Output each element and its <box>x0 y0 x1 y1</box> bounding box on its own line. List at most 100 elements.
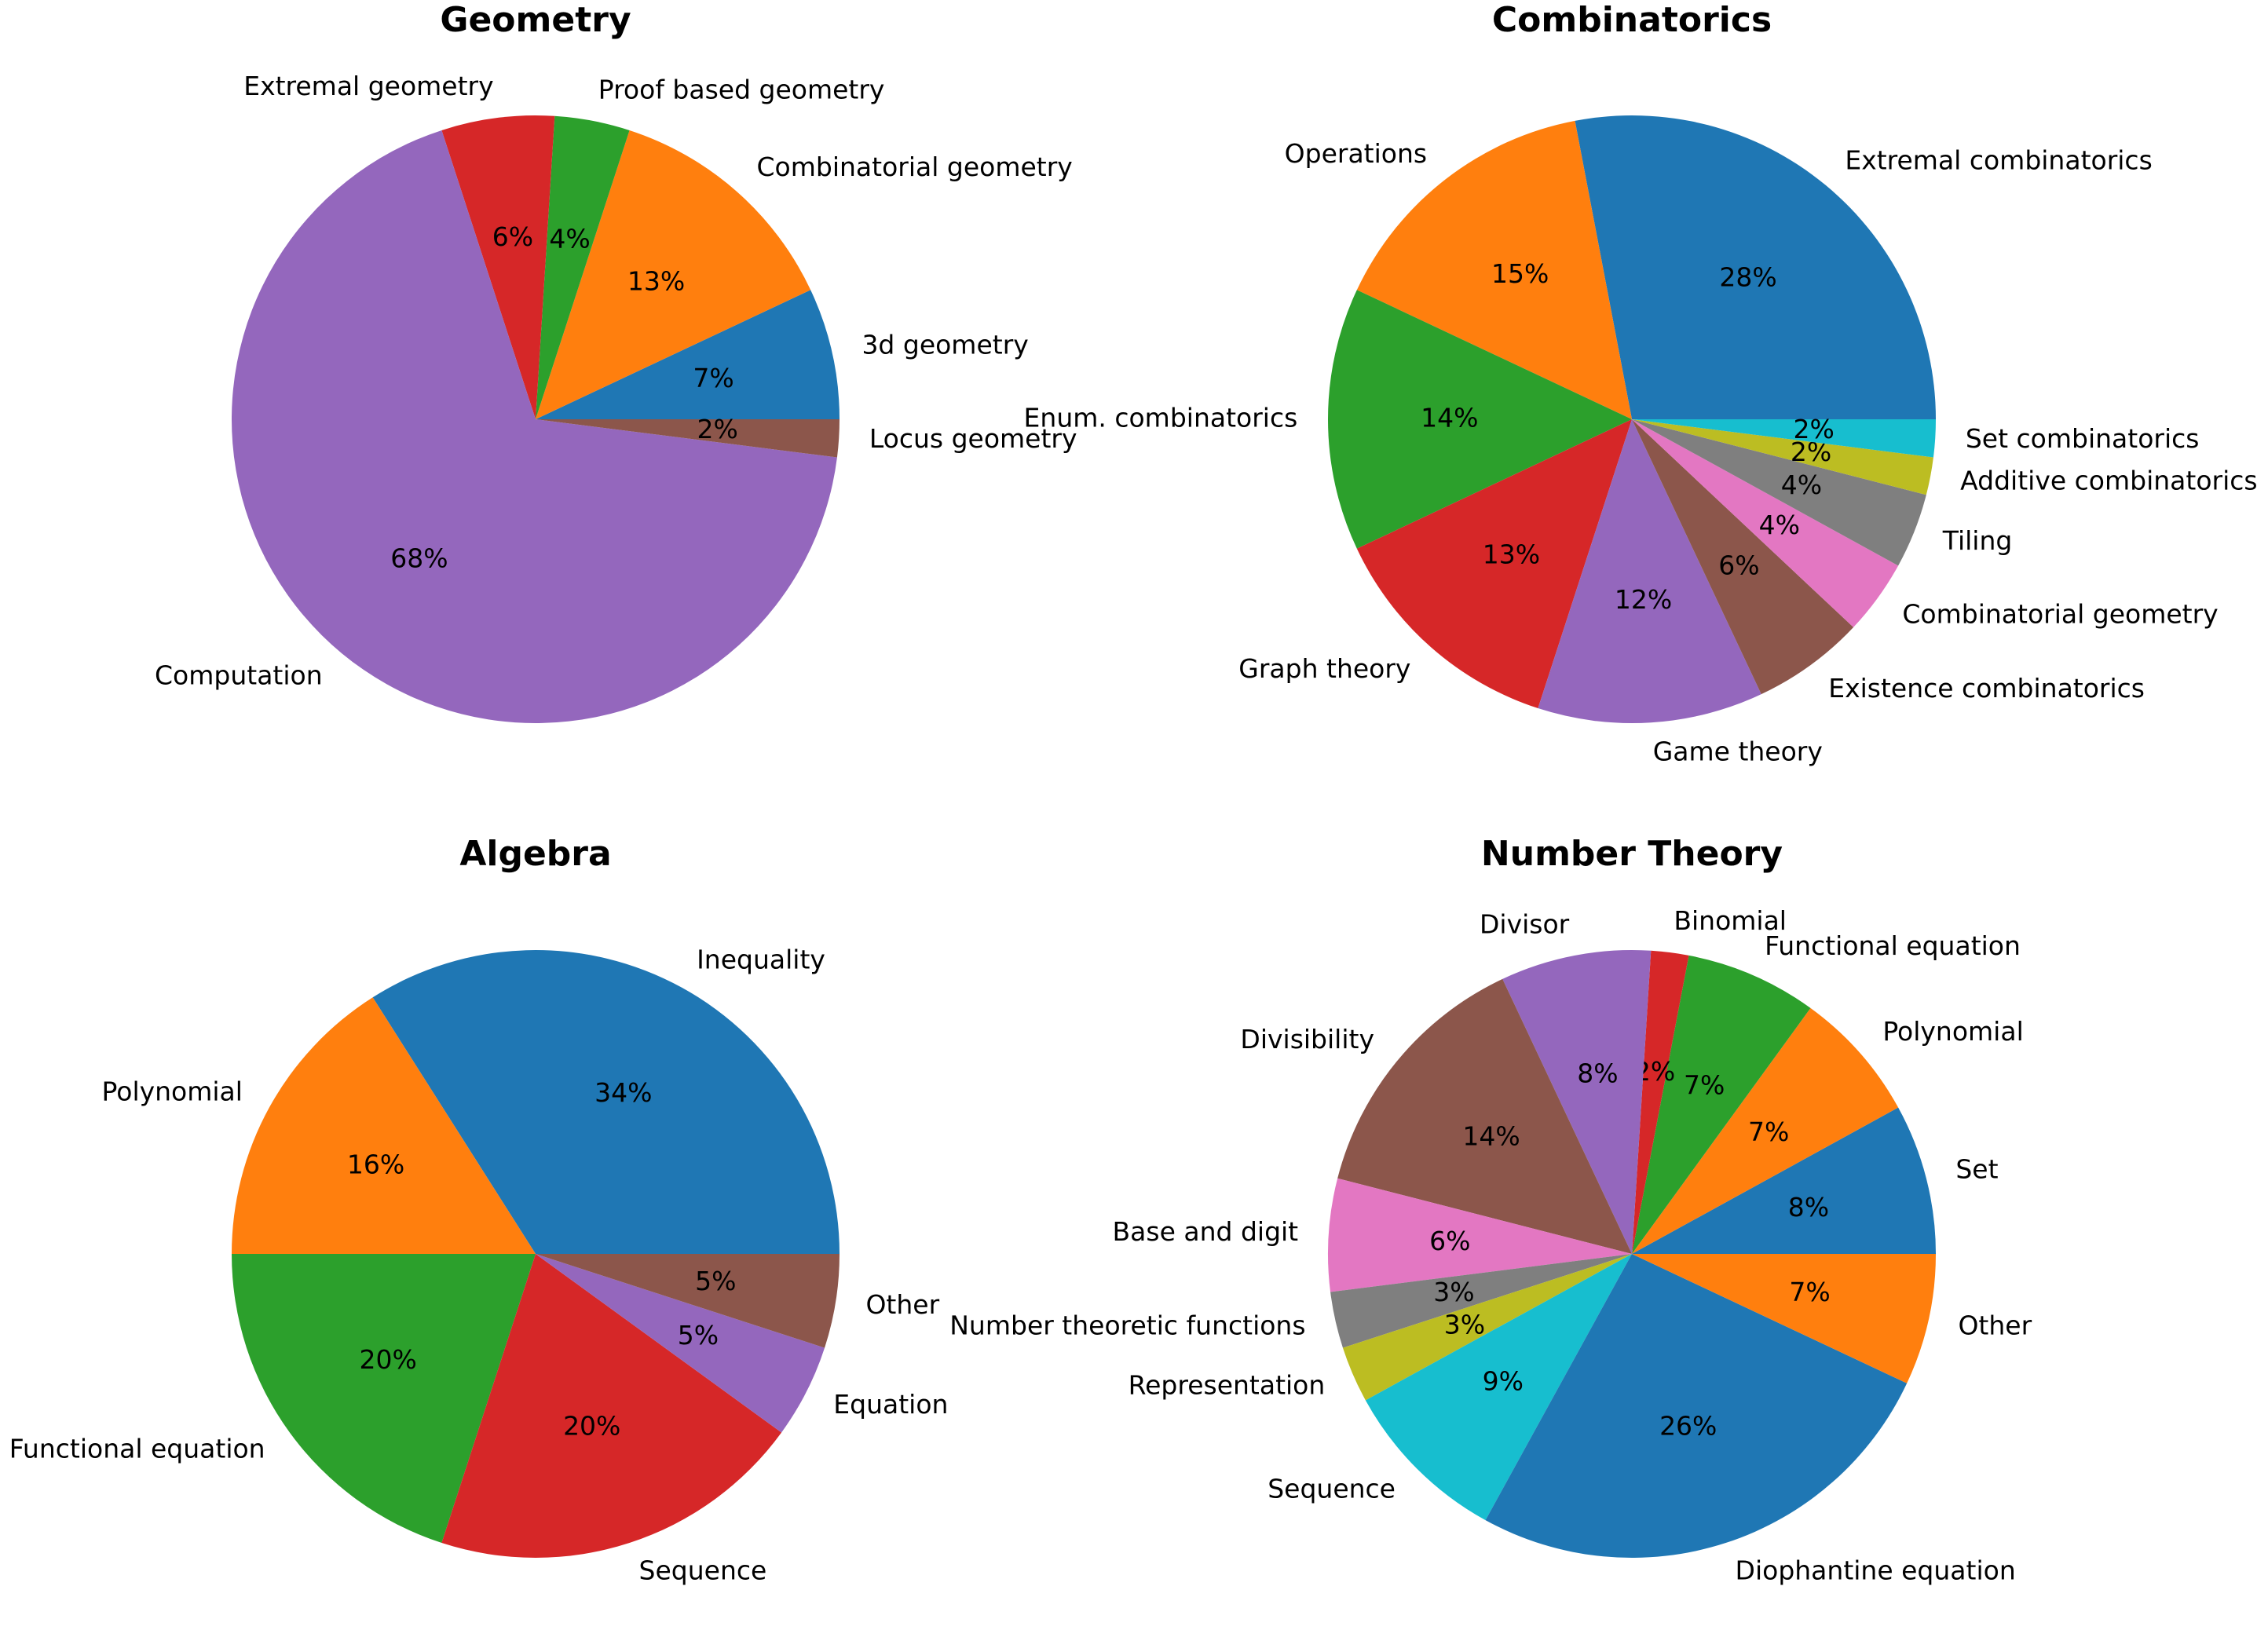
category-label: Combinatorial geometry <box>757 152 1073 182</box>
chart-title: Algebra <box>459 834 611 874</box>
category-label: Other <box>1958 1310 2032 1340</box>
chart-title: Geometry <box>440 0 631 40</box>
pie-wedge <box>232 997 536 1254</box>
pct-label: 3% <box>1444 1310 1485 1340</box>
pct-label: 28% <box>1719 262 1776 293</box>
pct-label: 6% <box>1718 550 1759 580</box>
pct-label: 8% <box>1788 1192 1829 1223</box>
category-label: Number theoretic functions <box>949 1310 1305 1340</box>
pie-wedge <box>1632 1107 1936 1254</box>
pie-wedge <box>1337 978 1632 1254</box>
category-label: Graph theory <box>1238 653 1410 684</box>
pie-wedge <box>1356 120 1632 419</box>
category-label: Game theory <box>1653 736 1823 766</box>
pct-label: 13% <box>627 265 685 296</box>
pie-wedge <box>1632 419 1933 495</box>
category-label: Additive combinatorics <box>1960 465 2257 495</box>
pie-wedge <box>1328 1178 1632 1292</box>
category-label: Diophantine equation <box>1736 1555 2016 1585</box>
pie-wedge <box>1485 1254 1908 1558</box>
pct-label: 5% <box>695 1266 736 1296</box>
category-label: Operations <box>1285 138 1427 169</box>
pct-label: 4% <box>549 223 590 254</box>
pct-label: 34% <box>594 1077 652 1108</box>
pct-label: 4% <box>1759 510 1800 540</box>
category-label: Existence combinatorics <box>1828 673 2145 704</box>
pct-label: 14% <box>1462 1120 1520 1151</box>
pie-wedge <box>1538 419 1761 724</box>
category-label: Binomial <box>1674 905 1787 936</box>
category-label: Inequality <box>697 944 825 974</box>
category-label: Equation <box>833 1389 948 1420</box>
pie-wedge <box>441 115 555 419</box>
pct-label: 13% <box>1483 539 1540 570</box>
pie-wedge <box>536 1254 840 1348</box>
pie-wedge <box>1365 1254 1632 1521</box>
category-label: Functional equation <box>9 1434 265 1464</box>
pct-label: 3% <box>1433 1277 1474 1307</box>
chart-title: Number Theory <box>1481 834 1783 874</box>
pie-wedge <box>536 130 811 419</box>
category-label: Set <box>1955 1154 1998 1185</box>
pie-wedge <box>232 130 837 723</box>
pct-label: 9% <box>1483 1366 1524 1397</box>
category-label: Combinatorial geometry <box>1902 599 2218 630</box>
pct-label: 15% <box>1491 258 1549 289</box>
pie-wedge <box>536 419 840 458</box>
category-label: Base and digit <box>1113 1216 1299 1247</box>
pct-label: 5% <box>678 1320 719 1350</box>
pct-label: 7% <box>1684 1069 1725 1100</box>
pct-label: 8% <box>1577 1058 1618 1088</box>
pie-wedge <box>1632 950 1689 1254</box>
pct-label: 14% <box>1421 403 1478 433</box>
category-label: Divisor <box>1480 908 1570 939</box>
category-label: Representation <box>1129 1370 1326 1401</box>
pie-wedge <box>372 950 840 1254</box>
pct-label: 2% <box>1794 414 1835 444</box>
category-label: Other <box>865 1289 939 1320</box>
pie-wedge <box>1632 1007 1899 1254</box>
category-label: Divisibility <box>1240 1024 1374 1054</box>
category-label: Enum. combinatorics <box>1024 403 1298 433</box>
category-label: Set combinatorics <box>1966 423 2200 454</box>
category-label: Computation <box>155 660 323 691</box>
pie-wedge <box>1632 955 1811 1254</box>
pct-label: 12% <box>1615 584 1672 615</box>
pct-label: 6% <box>1429 1226 1470 1256</box>
category-label: Extremal combinatorics <box>1845 144 2152 175</box>
category-label: Extremal geometry <box>243 71 493 101</box>
pie-wedge <box>1632 1254 1936 1383</box>
pct-label: 7% <box>1748 1117 1789 1147</box>
pct-label: 20% <box>359 1344 416 1375</box>
pie-wedge <box>441 1254 782 1558</box>
category-label: Sequence <box>639 1555 767 1585</box>
pie-wedge <box>536 1254 825 1433</box>
pie-wedge <box>1342 1254 1632 1401</box>
pct-label: 68% <box>390 543 448 573</box>
pie-wedge <box>1632 419 1854 695</box>
category-label: 3d geometry <box>861 330 1028 360</box>
category-label: Polynomial <box>102 1076 243 1106</box>
pie-wedge <box>1632 419 1936 458</box>
pie-wedge <box>1632 419 1899 627</box>
pct-label: 16% <box>347 1149 404 1180</box>
pie-wedge <box>1330 1254 1632 1348</box>
pie-wedge <box>1327 290 1632 549</box>
pct-label: 26% <box>1659 1410 1717 1441</box>
category-label: Polynomial <box>1882 1016 2023 1047</box>
pct-label: 6% <box>492 221 533 252</box>
pct-label: 7% <box>693 363 733 393</box>
chart-title: Combinatorics <box>1492 0 1772 40</box>
category-label: Tiling <box>1942 525 2013 556</box>
pct-label: 2% <box>697 414 738 444</box>
pct-label: 7% <box>1789 1277 1830 1307</box>
pct-label: 4% <box>1781 470 1822 500</box>
category-label: Sequence <box>1268 1474 1396 1504</box>
category-label: Locus geometry <box>869 423 1077 454</box>
category-label: Proof based geometry <box>598 74 885 104</box>
pie-wedge <box>536 290 840 419</box>
pie-wedge <box>536 115 630 419</box>
pie-wedge <box>1632 419 1926 566</box>
